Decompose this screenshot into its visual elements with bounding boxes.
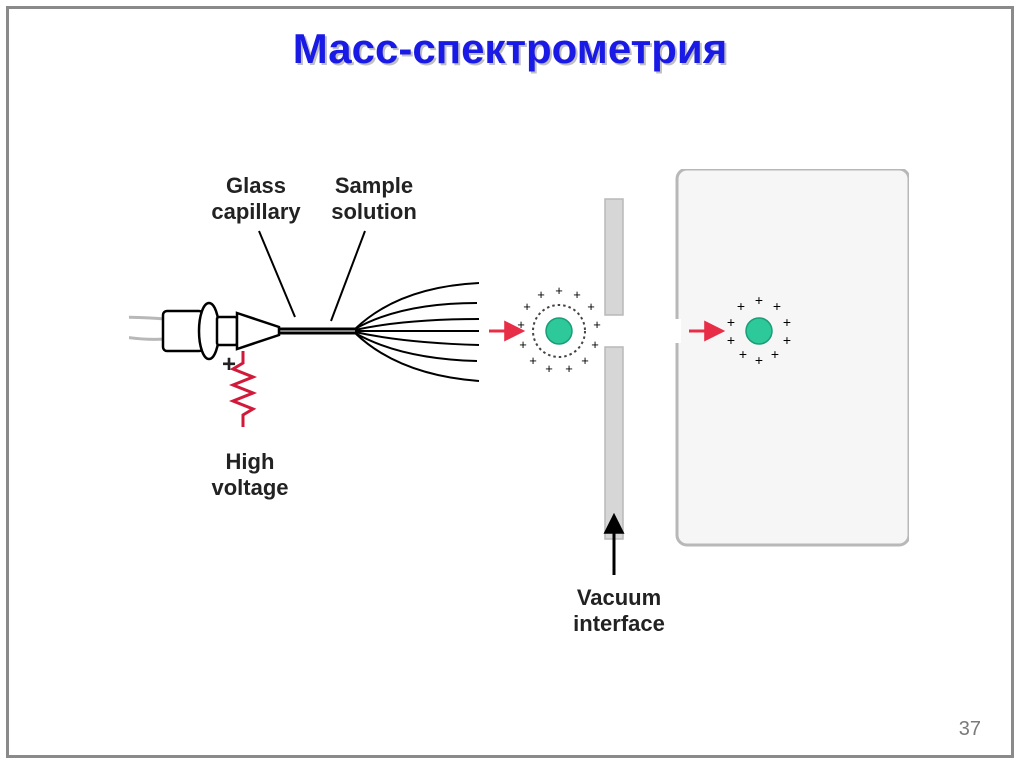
charged-droplet-1: + + + + + + + + + + + + + [517, 283, 601, 376]
svg-text:+: + [727, 314, 735, 330]
svg-text:+: + [519, 337, 527, 352]
high-voltage-resistor-icon [233, 351, 253, 427]
page-number: 37 [959, 718, 981, 741]
svg-text:+: + [581, 353, 589, 368]
svg-text:+: + [727, 332, 735, 348]
svg-text:+: + [593, 317, 601, 332]
mass-spectrometer-box [675, 169, 909, 545]
diagram-svg: + + + + + + + + + + + + + [129, 169, 909, 649]
source-assembly [129, 303, 355, 359]
slide-frame: Масс-спектрометрия Glasscapillary Sample… [6, 6, 1014, 758]
svg-text:+: + [783, 314, 791, 330]
svg-text:+: + [771, 346, 779, 362]
svg-text:+: + [737, 298, 745, 314]
electrospray-plume [355, 283, 479, 381]
svg-text:+: + [773, 298, 781, 314]
svg-text:+: + [545, 361, 553, 376]
svg-text:+: + [755, 292, 763, 308]
svg-text:+: + [587, 299, 595, 314]
slide-title: Масс-спектрометрия [9, 25, 1011, 73]
svg-text:+: + [555, 283, 563, 298]
svg-text:+: + [755, 352, 763, 368]
mass-spec-diagram: Glasscapillary Samplesolution Massspectr… [129, 169, 909, 649]
svg-text:+: + [573, 287, 581, 302]
svg-text:+: + [529, 353, 537, 368]
svg-text:+: + [523, 299, 531, 314]
svg-text:+: + [783, 332, 791, 348]
svg-text:+: + [537, 287, 545, 302]
vacuum-interface-plates [605, 199, 623, 539]
leader-lines [259, 231, 365, 321]
svg-text:+: + [739, 346, 747, 362]
svg-text:+: + [591, 337, 599, 352]
svg-text:+: + [517, 317, 525, 332]
svg-text:+: + [565, 361, 573, 376]
